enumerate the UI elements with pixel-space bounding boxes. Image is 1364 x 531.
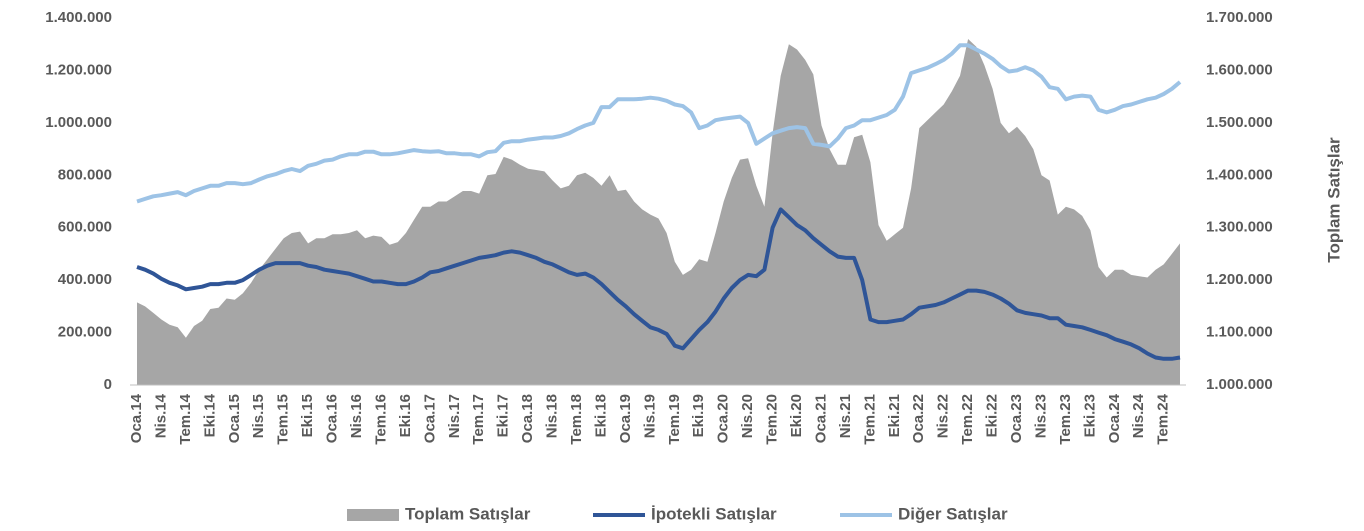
x-tick-label: Tem.14 bbox=[177, 393, 194, 444]
x-tick-label: Eki.15 bbox=[299, 394, 316, 437]
x-tick-label: Nis.15 bbox=[250, 394, 267, 438]
x-tick-label: Eki.20 bbox=[788, 394, 805, 437]
y2-tick-label: 1.300.000 bbox=[1206, 219, 1273, 236]
legend-label: Diğer Satışlar bbox=[898, 504, 1008, 523]
x-tick-label: Eki.19 bbox=[690, 394, 707, 437]
y2-tick-label: 1.700.000 bbox=[1206, 9, 1273, 26]
x-tick-label: Nis.23 bbox=[1032, 394, 1049, 438]
x-tick-label: Oca.21 bbox=[812, 394, 829, 443]
legend-swatch bbox=[347, 509, 399, 521]
x-tick-label: Tem.21 bbox=[861, 394, 878, 445]
legend-label: İpotekli Satışlar bbox=[651, 504, 777, 523]
x-tick-label: Nis.19 bbox=[641, 394, 658, 438]
x-tick-label: Tem.15 bbox=[275, 394, 292, 445]
x-tick-label: Eki.21 bbox=[886, 394, 903, 437]
y-tick-label: 0 bbox=[104, 376, 112, 393]
x-tick-label: Tem.20 bbox=[764, 394, 781, 445]
x-tick-label: Oca.22 bbox=[910, 394, 927, 443]
x-tick-label: Eki.22 bbox=[984, 394, 1001, 437]
x-tick-label: Oca.18 bbox=[519, 394, 536, 443]
x-tick-label: Tem.18 bbox=[568, 394, 585, 445]
x-tick-label: Oca.17 bbox=[421, 394, 438, 443]
y-tick-label: 1.000.000 bbox=[45, 114, 112, 131]
x-tick-label: Oca.16 bbox=[324, 394, 341, 443]
legend-label: Toplam Satışlar bbox=[405, 504, 531, 523]
x-tick-label: Oca.23 bbox=[1008, 394, 1025, 443]
x-tick-label: Tem.24 bbox=[1155, 393, 1172, 444]
x-tick-label: Eki.18 bbox=[592, 394, 609, 437]
x-tick-label: Tem.19 bbox=[666, 394, 683, 445]
x-tick-label: Nis.20 bbox=[739, 394, 756, 438]
line bbox=[136, 43, 1182, 204]
x-tick-label: Nis.22 bbox=[935, 394, 952, 438]
y2-axis-label: Toplam Satışlar bbox=[1324, 137, 1343, 263]
line bbox=[136, 207, 1181, 361]
x-tick-label: Tem.23 bbox=[1057, 394, 1074, 445]
x-tick-label: Oca.20 bbox=[715, 394, 732, 443]
y-tick-label: 1.200.000 bbox=[45, 61, 112, 78]
x-tick-label: Tem.16 bbox=[372, 394, 389, 445]
y2-tick-label: 1.100.000 bbox=[1206, 324, 1273, 341]
x-tick-label: Nis.24 bbox=[1130, 393, 1147, 438]
y2-tick-label: 1.500.000 bbox=[1206, 114, 1273, 131]
x-tick-label: Nis.16 bbox=[348, 394, 365, 438]
y2-tick-label: 1.200.000 bbox=[1206, 271, 1273, 288]
x-tick-label: Nis.17 bbox=[446, 394, 463, 438]
area bbox=[137, 39, 1180, 385]
y-tick-label: 200.000 bbox=[58, 324, 112, 341]
y-tick-label: 400.000 bbox=[58, 271, 112, 288]
x-tick-label: Tem.17 bbox=[470, 394, 487, 445]
y-tick-label: 600.000 bbox=[58, 219, 112, 236]
x-tick-label: Nis.21 bbox=[837, 394, 854, 438]
x-tick-label: Oca.14 bbox=[128, 393, 145, 443]
y-tick-label: 1.400.000 bbox=[45, 9, 112, 26]
y2-tick-label: 1.600.000 bbox=[1206, 61, 1273, 78]
y2-tick-label: 1.000.000 bbox=[1206, 376, 1273, 393]
x-tick-label: Eki.16 bbox=[397, 394, 414, 437]
x-tick-label: Eki.14 bbox=[201, 393, 218, 437]
x-tick-label: Oca.24 bbox=[1106, 393, 1123, 443]
y-tick-label: 800.000 bbox=[58, 166, 112, 183]
x-tick-label: Eki.23 bbox=[1081, 394, 1098, 437]
x-tick-label: Tem.22 bbox=[959, 394, 976, 445]
x-tick-label: Oca.19 bbox=[617, 394, 634, 443]
x-tick-label: Oca.15 bbox=[226, 394, 243, 443]
y2-tick-label: 1.400.000 bbox=[1206, 166, 1273, 183]
x-tick-label: Nis.14 bbox=[152, 393, 169, 438]
x-tick-label: Nis.18 bbox=[544, 394, 561, 438]
x-tick-label: Eki.17 bbox=[495, 394, 512, 437]
